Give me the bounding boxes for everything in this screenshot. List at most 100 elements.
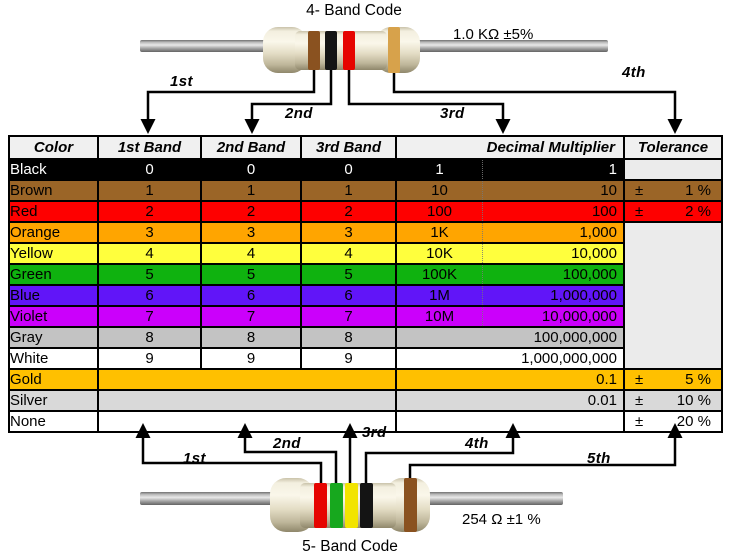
arrowhead-5th	[667, 423, 683, 438]
column-header: Tolerance	[623, 135, 723, 160]
band-pointer-label-1st: 1st	[183, 450, 206, 467]
cell-band-3: 0	[300, 158, 397, 181]
band-pointer-label-4th: 4th	[622, 64, 646, 81]
band-pointer-label-1st: 1st	[170, 73, 193, 90]
cell-color-name: Gray	[8, 326, 99, 349]
arrow-line-1st	[146, 68, 316, 120]
arrowhead-1st	[140, 119, 156, 134]
band-pointer-label-4th: 4th	[465, 435, 489, 452]
cell-multiplier: 0.01	[395, 389, 625, 412]
band-pointer-arrowheads	[140, 119, 683, 134]
cell-band-1: 4	[97, 242, 202, 265]
cell-color-name: White	[8, 347, 99, 370]
cell-multiplier: 10M 10,000,000	[395, 305, 625, 328]
resistor-band-black	[325, 31, 337, 70]
table-row: Orange 3 3 3 1K 1,000	[8, 221, 723, 370]
table-row: Brown 1 1 1 10 10 ±1 %	[8, 179, 723, 202]
cell-multiplier: 1K 1,000	[395, 221, 625, 244]
arrowhead-3rd	[495, 119, 511, 134]
cell-band-2: 9	[200, 347, 302, 370]
cell-multiplier: 1,000,000,000	[395, 347, 625, 370]
column-header: Color	[8, 135, 99, 160]
column-header: 3rd Band	[300, 135, 397, 160]
table-row: Gold 0.1 ±5 %	[8, 368, 723, 391]
band-pointer-label-3rd: 3rd	[440, 105, 465, 122]
cell-band-1: 3	[97, 221, 202, 244]
cell-band-1: 1	[97, 179, 202, 202]
cell-color-name: Silver	[8, 389, 99, 412]
table-row: None ±20 %	[8, 410, 723, 433]
four-band-title: 4- Band Code	[306, 2, 402, 19]
cell-bands-merged	[97, 368, 397, 391]
resistor-band-red	[314, 483, 327, 528]
table-row: Black 0 0 0 1 1	[8, 158, 723, 181]
cell-band-3: 9	[300, 347, 397, 370]
five-band-resistor-figure	[135, 423, 683, 532]
cell-band-2: 2	[200, 200, 302, 223]
table-row: Red 2 2 2 100 100 ±2 %	[8, 200, 723, 223]
table-row: Gray 8 8 8 100,000,000	[8, 326, 722, 349]
cell-multiplier: 100K 100,000	[395, 263, 625, 286]
cell-color-name: Green	[8, 263, 99, 286]
cell-tolerance: ±5 %	[623, 368, 723, 391]
column-header: 1st Band	[97, 135, 202, 160]
arrow-line-1st	[141, 437, 323, 486]
band-pointer-label-5th: 5th	[587, 450, 611, 467]
cell-tolerance: ±2 %	[623, 200, 723, 223]
cell-multiplier: 1M 1,000,000	[395, 284, 625, 307]
cell-band-1: 0	[97, 158, 202, 181]
resistor-band-green	[330, 483, 343, 528]
five-band-value-label: 254 Ω ±1 %	[462, 511, 541, 528]
four-band-resistor-figure	[140, 27, 683, 134]
resistor-band-gold	[388, 27, 400, 73]
arrow-line-3rd	[347, 68, 505, 120]
cell-band-3: 2	[300, 200, 397, 223]
arrow-line-4th	[364, 437, 515, 486]
cell-band-2: 6	[200, 284, 302, 307]
cell-multiplier: 0.1	[395, 368, 625, 391]
cell-tolerance: ±20 %	[623, 410, 723, 433]
arrowhead-3rd	[342, 423, 358, 438]
band-pointer-lines	[146, 68, 677, 120]
resistor-band-brown	[404, 478, 417, 532]
resistor-bands	[314, 478, 417, 532]
arrow-line-2nd	[243, 437, 338, 486]
cell-multiplier: 10K 10,000	[395, 242, 625, 265]
cell-color-name: Brown	[8, 179, 99, 202]
resistor-band-black	[360, 483, 373, 528]
band-pointer-label-3rd: 3rd	[362, 424, 387, 441]
cell-band-3: 8	[300, 326, 397, 349]
band-pointer-label-2nd: 2nd	[273, 435, 301, 452]
cell-band-3: 4	[300, 242, 397, 265]
cell-bands-merged	[97, 389, 397, 412]
cell-tolerance: ±1 %	[623, 179, 723, 202]
cell-color-name: Gold	[8, 368, 99, 391]
band-pointer-lines	[141, 437, 677, 486]
cell-band-2: 3	[200, 221, 302, 244]
cell-band-3: 6	[300, 284, 397, 307]
cell-band-1: 6	[97, 284, 202, 307]
arrow-line-5th	[408, 437, 677, 482]
cell-band-2: 8	[200, 326, 302, 349]
cell-color-name: Red	[8, 200, 99, 223]
resistor-band-yellow	[345, 483, 358, 528]
cell-band-1: 8	[97, 326, 202, 349]
table-row: Yellow 4 4 4 10K 10,000	[8, 242, 722, 265]
arrow-line-4th	[392, 70, 677, 120]
cell-band-1: 7	[97, 305, 202, 328]
table-header-row: Color 1st Band 2nd Band 3rd Band Decimal Mul…	[8, 135, 723, 160]
cell-color-name: Yellow	[8, 242, 99, 265]
arrow-line-2nd	[250, 68, 333, 120]
cell-band-2: 7	[200, 305, 302, 328]
cell-multiplier: 100 100	[395, 200, 625, 223]
cell-band-1: 2	[97, 200, 202, 223]
resistor-bands	[308, 27, 400, 73]
arrowhead-1st	[135, 423, 151, 438]
four-band-value-label: 1.0 KΩ ±5%	[453, 26, 534, 43]
cell-multiplier	[395, 410, 625, 433]
arrowhead-4th	[505, 423, 521, 438]
cell-color-name: Black	[8, 158, 99, 181]
cell-tolerance-empty	[623, 221, 723, 370]
cell-band-3: 5	[300, 263, 397, 286]
